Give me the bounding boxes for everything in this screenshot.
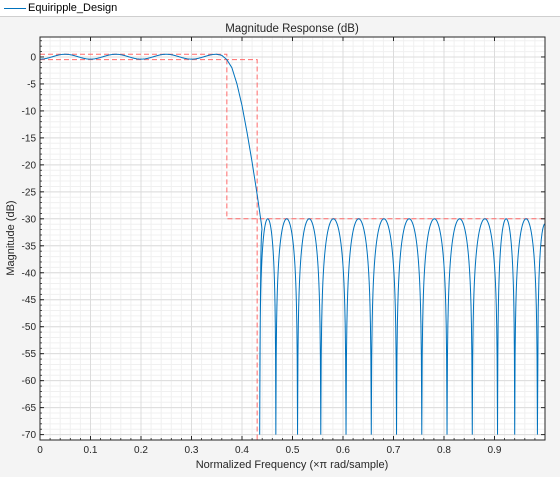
legend-label: Equiripple_Design <box>28 2 118 14</box>
x-tick-label: 0.8 <box>437 445 451 456</box>
x-tick-label: 0.2 <box>134 445 148 456</box>
spec-mask <box>40 53 545 440</box>
series-layer <box>39 53 546 435</box>
y-tick-label: -15 <box>22 133 37 144</box>
response-curve <box>39 53 546 435</box>
x-tick-label: 0.3 <box>185 445 199 456</box>
legend[interactable]: Equiripple_Design <box>0 0 560 17</box>
x-tick-label: 0.6 <box>336 445 350 456</box>
y-tick-label: -40 <box>22 268 37 279</box>
x-tick-label: 0.9 <box>488 445 502 456</box>
x-tick-label: 0.5 <box>286 445 300 456</box>
x-tick-label: 0.1 <box>84 445 98 456</box>
y-tick-label: -45 <box>22 295 37 306</box>
y-tick-label: -25 <box>22 187 37 198</box>
y-tick-label: -55 <box>22 349 37 360</box>
y-tick-label: -5 <box>27 79 36 90</box>
y-tick-label: -70 <box>22 430 37 441</box>
x-tick-label: 0.4 <box>235 445 249 456</box>
y-tick-label: -20 <box>22 160 37 171</box>
y-tick-label: -30 <box>22 214 37 225</box>
x-tick-label: 0.7 <box>387 445 401 456</box>
y-axis-title: Magnitude (dB) <box>5 200 17 275</box>
y-tick-label: -60 <box>22 376 37 387</box>
x-tick-label: 0 <box>37 445 43 456</box>
y-tick-label: -50 <box>22 322 37 333</box>
y-tick-label: -10 <box>22 106 37 117</box>
chart-title: Magnitude Response (dB) <box>225 23 359 35</box>
y-tick-label: 0 <box>30 52 36 63</box>
y-tick-label: -65 <box>22 403 37 414</box>
mask-lower-line <box>40 59 258 440</box>
legend-line-swatch <box>4 8 26 9</box>
y-tick-label: -35 <box>22 241 37 252</box>
x-axis-title: Normalized Frequency (×π rad/sample) <box>196 459 389 471</box>
ticks: 0 0.1 0.2 0.3 0.4 0.5 0.6 0.7 0.8 0.9 0 -5 -10 -15 -20… <box>22 37 546 456</box>
